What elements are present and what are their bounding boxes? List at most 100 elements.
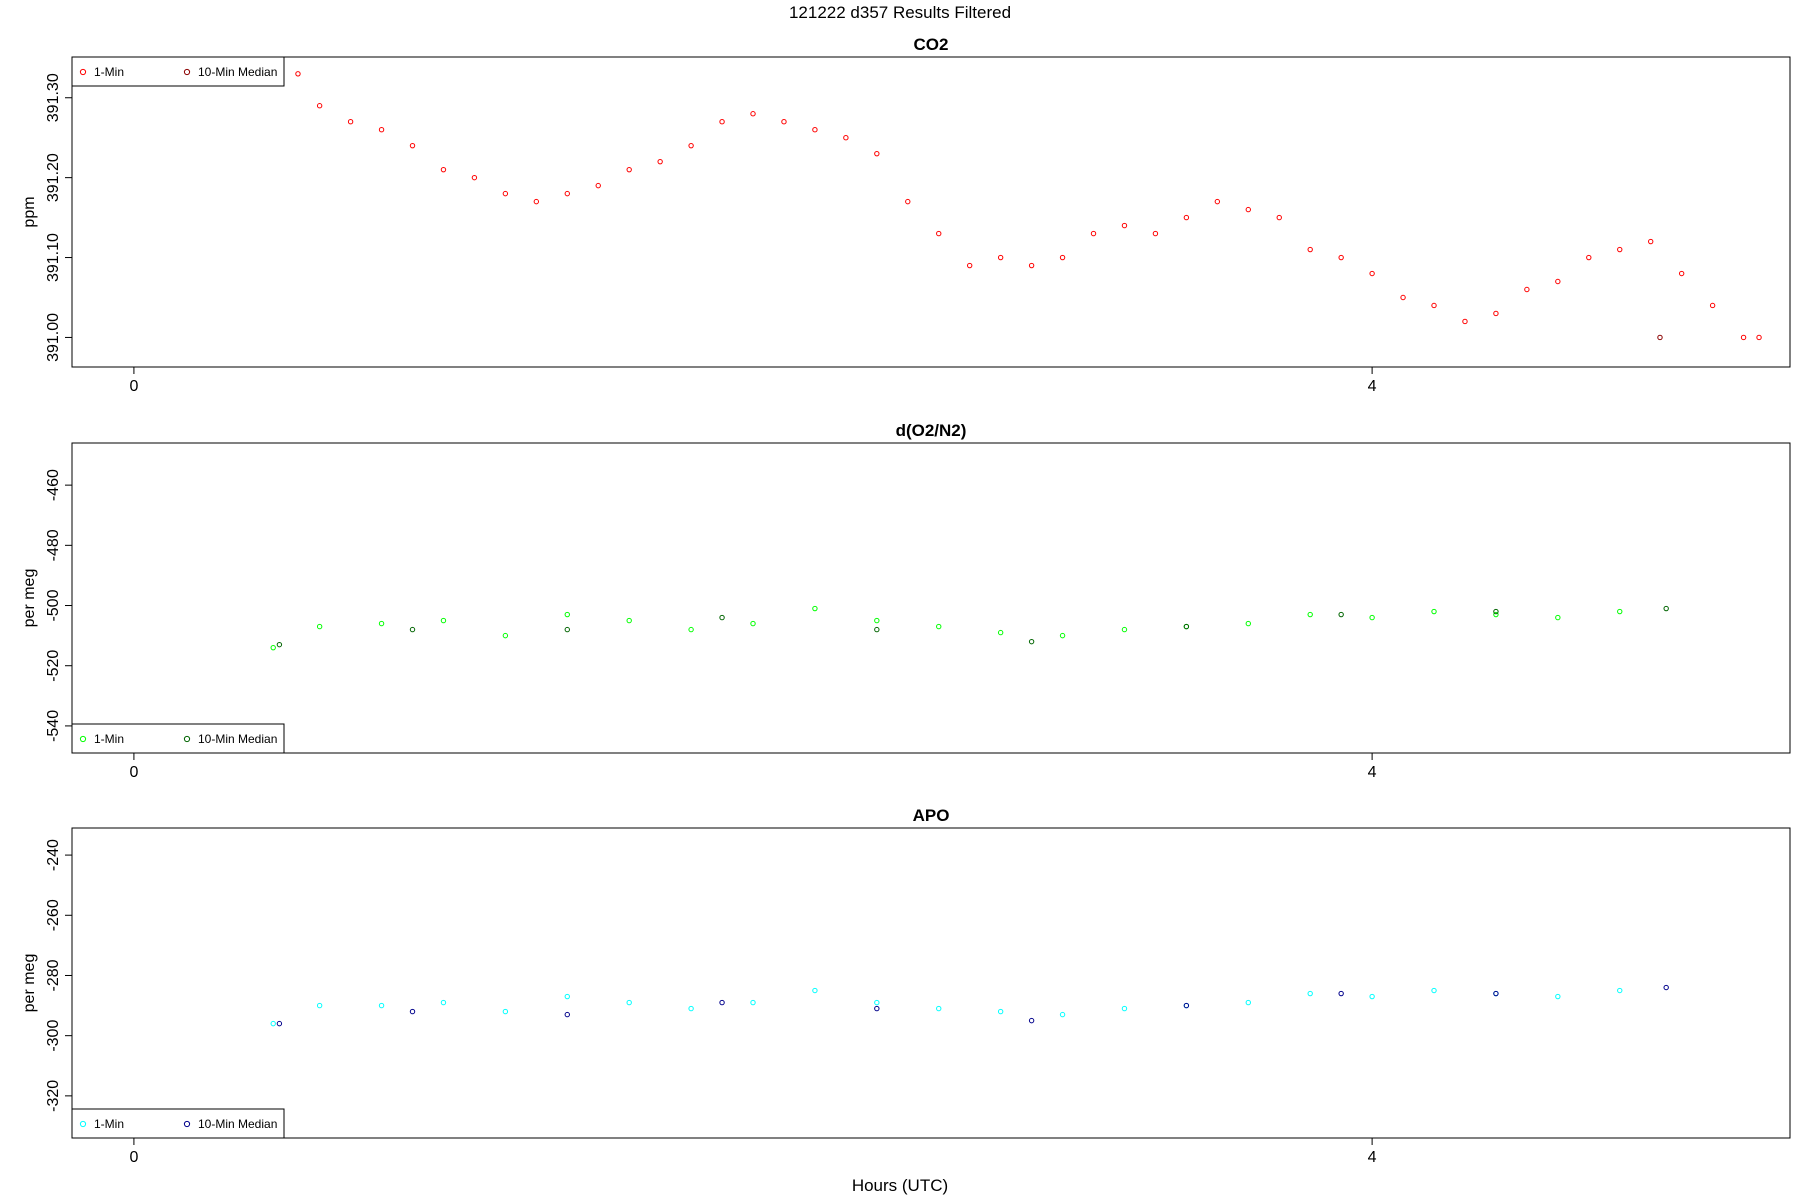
co2-legend-1min-label: 1-Min bbox=[94, 65, 124, 79]
apo-legend-median-label: 10-Min Median bbox=[198, 1117, 277, 1131]
co2-legend-median-marker bbox=[183, 68, 191, 76]
o2n2-median-point bbox=[1493, 608, 1499, 615]
o2n2-x-tick-label: 4 bbox=[1368, 764, 1377, 781]
apo-y-tick-label: -240 bbox=[45, 839, 62, 871]
apo-1min-point bbox=[1431, 987, 1437, 994]
co2-1min-point bbox=[1524, 286, 1530, 293]
apo-legend-box bbox=[71, 1108, 285, 1139]
co2-1min-point bbox=[1183, 214, 1190, 221]
o2n2-y-tick-label: -520 bbox=[45, 650, 62, 682]
apo-1min-point bbox=[688, 1005, 694, 1012]
apo-median-point bbox=[1183, 1002, 1190, 1009]
co2-1min-point bbox=[1586, 254, 1592, 261]
co2-1min-point bbox=[564, 190, 570, 197]
o2n2-legend-median-marker bbox=[183, 735, 191, 743]
o2n2-1min-point bbox=[1121, 626, 1128, 633]
o2n2-ticks: 0 4 -540 -520 -500 -480 -460 bbox=[45, 469, 1377, 781]
o2n2-1min-point bbox=[502, 632, 509, 639]
apo-1min-point bbox=[1555, 993, 1561, 1000]
co2-1min-point bbox=[843, 134, 849, 141]
apo-1min-point bbox=[1059, 1011, 1066, 1018]
apo-1min-point bbox=[750, 999, 756, 1006]
o2n2-plot-frame bbox=[71, 442, 1791, 754]
co2-legend-box bbox=[71, 56, 285, 87]
o2n2-1min-point bbox=[688, 626, 694, 633]
apo-legend-median-marker bbox=[183, 1120, 191, 1128]
co2-1min-point bbox=[1462, 318, 1468, 325]
apo-x-tick-label: 4 bbox=[1368, 1149, 1377, 1166]
apo-1min-point bbox=[626, 999, 632, 1006]
co2-1min-point bbox=[1617, 246, 1623, 253]
co2-1min-point bbox=[502, 190, 509, 197]
o2n2-median-point bbox=[1183, 623, 1190, 630]
co2-1min-point bbox=[595, 182, 601, 189]
apo-median-point bbox=[276, 1020, 283, 1027]
o2n2-1min-point bbox=[750, 620, 756, 627]
co2-plot-frame bbox=[71, 56, 1791, 368]
co2-1min-point bbox=[533, 198, 540, 205]
o2n2-legend: 1-Min 10-Min Median bbox=[71, 723, 285, 754]
co2-1min-point bbox=[1152, 230, 1159, 237]
o2n2-1min-point bbox=[1431, 608, 1437, 615]
apo-1min-point bbox=[316, 1002, 323, 1009]
o2n2-median-point bbox=[1028, 638, 1035, 645]
o2n2-legend-1min-label: 1-Min bbox=[94, 732, 124, 746]
co2-y-tick-label: 391.10 bbox=[45, 233, 62, 282]
apo-y-tick-label: -280 bbox=[45, 959, 62, 991]
co2-1min-point bbox=[1756, 334, 1762, 341]
co2-1min-point bbox=[1555, 278, 1561, 285]
apo-data-points bbox=[270, 984, 1669, 1027]
o2n2-y-tick-label: -540 bbox=[45, 710, 62, 742]
co2-1min-point bbox=[295, 71, 301, 77]
o2n2-1min-point bbox=[1493, 611, 1499, 618]
apo-y-axis-label: per meg bbox=[21, 954, 38, 1013]
o2n2-1min-point bbox=[440, 617, 447, 624]
co2-1min-point bbox=[409, 142, 416, 149]
apo-median-point bbox=[1028, 1017, 1035, 1024]
co2-1min-point bbox=[750, 111, 756, 117]
o2n2-median-point bbox=[409, 626, 416, 633]
co2-1min-point bbox=[378, 127, 385, 133]
o2n2-1min-point bbox=[1059, 632, 1066, 639]
o2n2-y-tick-label: -460 bbox=[45, 469, 62, 501]
apo-1min-point bbox=[936, 1005, 942, 1012]
apo-median-point bbox=[1663, 984, 1669, 991]
co2-1min-point bbox=[1121, 222, 1128, 229]
x-axis-label: Hours (UTC) bbox=[852, 1176, 948, 1195]
co2-1min-point bbox=[781, 119, 787, 125]
co2-legend-1min-marker bbox=[79, 68, 87, 76]
o2n2-1min-point bbox=[270, 644, 276, 651]
apo-1min-point bbox=[1307, 990, 1313, 997]
apo-y-tick-label: -260 bbox=[45, 899, 62, 931]
apo-1min-point bbox=[270, 1020, 276, 1027]
o2n2-median-point bbox=[276, 641, 283, 648]
co2-median-point bbox=[1657, 334, 1663, 341]
apo-1min-point bbox=[997, 1008, 1004, 1015]
o2n2-y-axis-label: per meg bbox=[21, 569, 38, 628]
co2-1min-point bbox=[1678, 270, 1685, 277]
apo-1min-point bbox=[378, 1002, 385, 1009]
co2-1min-point bbox=[966, 262, 973, 269]
o2n2-legend-median-label: 10-Min Median bbox=[198, 732, 277, 746]
o2n2-y-tick-label: -500 bbox=[45, 589, 62, 621]
o2n2-median-point bbox=[564, 626, 570, 633]
co2-1min-point bbox=[1369, 270, 1375, 277]
co2-y-tick-label: 391.00 bbox=[45, 313, 62, 362]
o2n2-1min-point bbox=[1369, 614, 1375, 621]
co2-1min-point bbox=[1028, 262, 1035, 269]
o2n2-1min-point bbox=[874, 617, 880, 624]
co2-1min-point bbox=[1400, 294, 1406, 301]
figure-title: 121222 d357 Results Filtered bbox=[789, 3, 1011, 22]
co2-1min-point bbox=[997, 254, 1004, 261]
apo-1min-point bbox=[1617, 987, 1623, 994]
o2n2-1min-point bbox=[1617, 608, 1623, 615]
apo-1min-point bbox=[564, 993, 570, 1000]
apo-median-point bbox=[564, 1011, 570, 1018]
apo-median-point bbox=[1493, 990, 1499, 997]
apo-x-tick-label: 0 bbox=[129, 1149, 138, 1166]
apo-median-point bbox=[1338, 990, 1344, 997]
co2-1min-point bbox=[1307, 246, 1313, 253]
co2-1min-point bbox=[1090, 230, 1097, 237]
apo-legend-1min-marker bbox=[79, 1120, 87, 1128]
apo-1min-point bbox=[440, 999, 447, 1006]
